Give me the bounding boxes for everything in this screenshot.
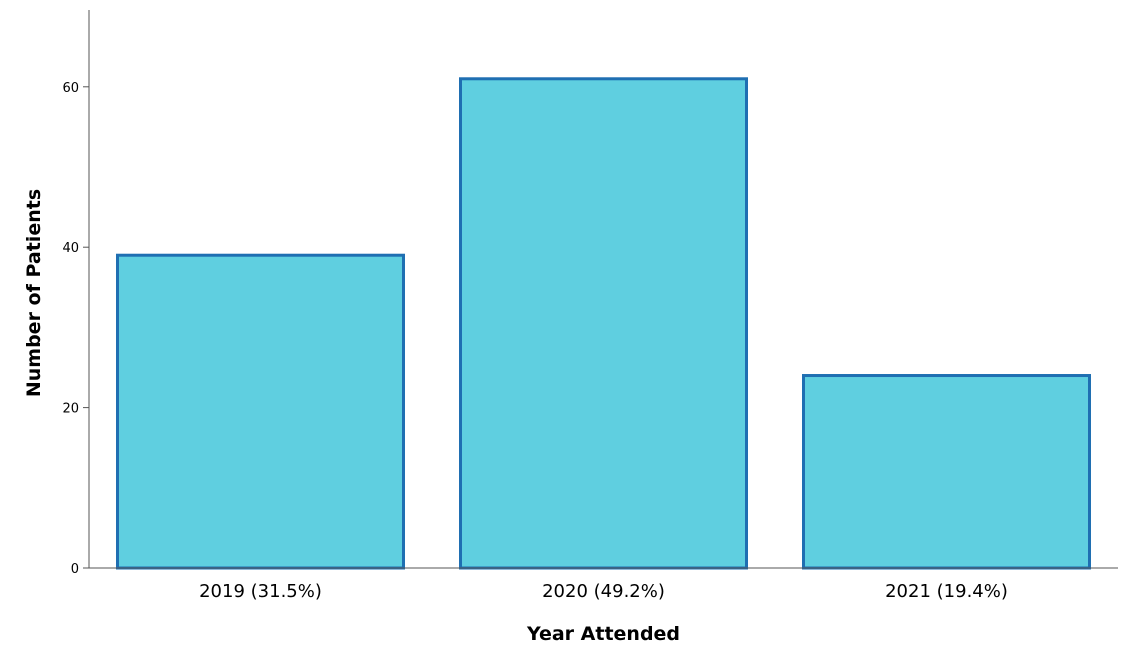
bar-2	[802, 374, 1091, 570]
axes-layer	[88, 10, 1118, 569]
bar-0	[116, 253, 405, 570]
x-tick-label: 2021 (19.4%)	[885, 581, 1008, 602]
y-tick-label: 40	[62, 241, 79, 256]
bar-1	[459, 77, 748, 570]
ticks-layer: 0 20 40 60	[62, 81, 89, 577]
labels-layer: 2019 (31.5%) 2020 (49.2%) 2021 (19.4%)	[199, 581, 1008, 602]
y-axis-title: Number of Patients	[23, 189, 45, 397]
y-tick-label: 20	[62, 402, 79, 417]
x-tick-label: 2019 (31.5%)	[199, 581, 322, 602]
x-tick-label: 2020 (49.2%)	[542, 581, 665, 602]
y-tick-label: 60	[62, 81, 79, 96]
bars-layer	[116, 77, 1091, 570]
y-tick-label: 0	[71, 562, 79, 577]
x-axis-title: Year Attended	[526, 623, 680, 645]
